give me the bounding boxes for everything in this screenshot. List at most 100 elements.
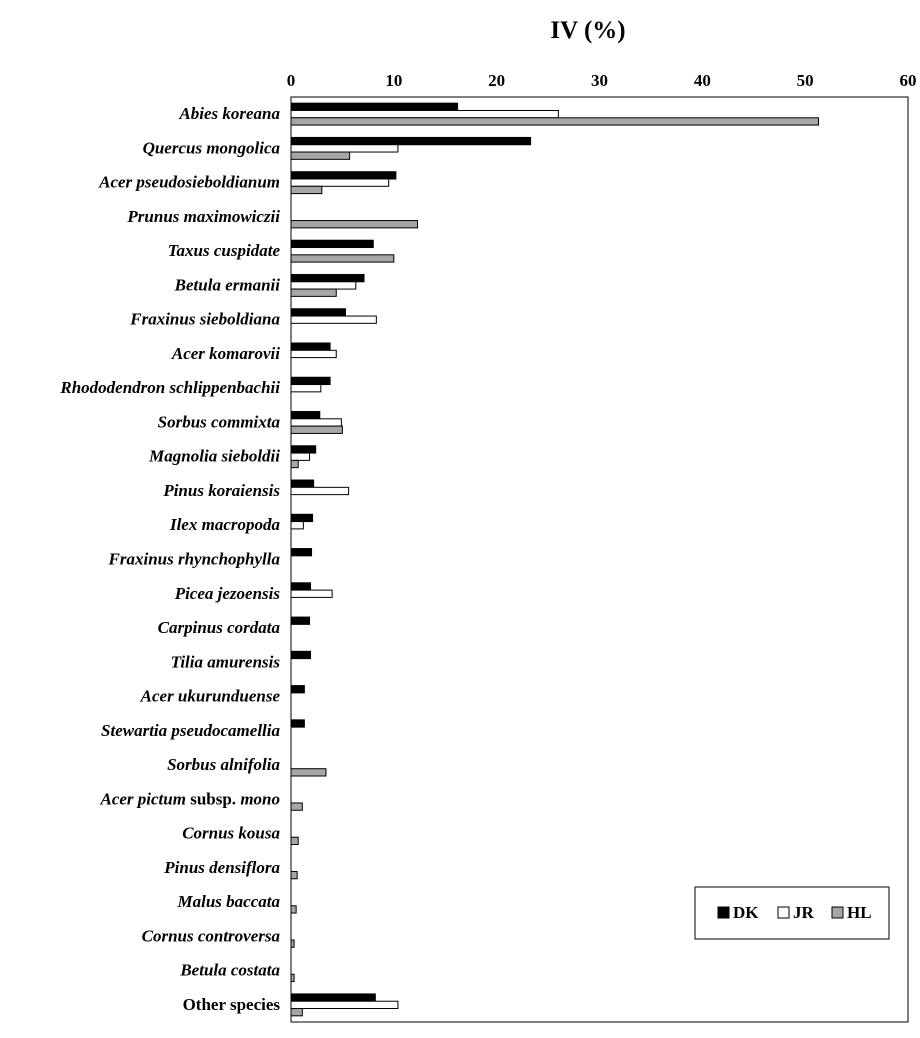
category-label: Sorbus alnifolia <box>167 755 280 774</box>
bar-hl <box>290 939 295 948</box>
category-label: Sorbus commixta <box>158 412 281 431</box>
chart-title: IV (%) <box>550 17 625 44</box>
bar-dk <box>290 411 321 420</box>
bar-dk <box>290 582 312 591</box>
bar-jr <box>290 281 357 290</box>
bar-dk <box>290 308 347 317</box>
bar-dk <box>290 616 311 625</box>
category-name: Magnolia sieboldii <box>148 447 280 466</box>
category-label: Picea jezoensis <box>174 584 281 603</box>
bar-dk <box>290 548 313 557</box>
bar-hl <box>290 836 299 846</box>
bar-jr <box>290 384 322 393</box>
bar-hl <box>290 768 327 777</box>
category-label: Prunus maximowiczii <box>126 207 280 226</box>
legend-label-jr: JR <box>793 903 815 922</box>
bar-jr <box>290 144 399 153</box>
legend: DK JR HL <box>694 886 890 940</box>
category-label: Fraxinus sieboldiana <box>129 310 280 329</box>
bar-jr <box>290 418 342 427</box>
bar-dk <box>290 993 376 1002</box>
category-name: Quercus mongolica <box>143 138 281 157</box>
bar-dk <box>290 445 317 454</box>
category-label: Other species <box>183 995 281 1014</box>
category-label: Stewartia pseudocamellia <box>101 721 280 740</box>
bar-jr <box>290 349 337 359</box>
plot-area <box>290 96 909 1023</box>
x-tick-label: 20 <box>488 71 505 90</box>
category-name: Acer pseudosieboldianum <box>98 173 280 192</box>
category-label: Rhododendron schlippenbachii <box>59 378 280 397</box>
category-suffix-italic: mono <box>240 789 280 808</box>
category-suffix: Other species <box>183 995 281 1014</box>
bar-jr <box>290 109 559 119</box>
category-label: Tilia amurensis <box>171 652 281 671</box>
category-suffix: subsp. <box>186 789 240 808</box>
x-tick-label: 60 <box>900 71 917 90</box>
category-label: Carpinus cordata <box>158 618 281 637</box>
bar-hl <box>290 185 323 195</box>
category-name: Stewartia pseudocamellia <box>101 721 280 740</box>
category-name: Carpinus cordata <box>158 618 281 637</box>
category-label: Cornus controversa <box>142 926 281 945</box>
bar-hl <box>290 220 418 229</box>
category-name: Tilia amurensis <box>171 652 281 671</box>
category-name: Fraxinus sieboldiana <box>129 310 280 329</box>
bar-dk <box>290 376 331 386</box>
category-name: Cornus kousa <box>182 824 280 843</box>
category-name: Rhododendron schlippenbachii <box>59 378 280 397</box>
bar-dk <box>290 513 314 523</box>
category-name: Betula ermanii <box>174 275 281 294</box>
category-name: Fraxinus rhynchophylla <box>108 550 281 569</box>
bar-hl <box>290 905 297 914</box>
bar-hl <box>290 973 295 983</box>
category-label: Acer pseudosieboldianum <box>98 173 280 192</box>
category-name: Ilex macropoda <box>169 515 281 534</box>
bar-jr <box>290 521 304 530</box>
bar-hl <box>290 1008 303 1017</box>
category-label: Quercus mongolica <box>143 138 281 157</box>
bar-dk <box>290 171 397 180</box>
bar-hl <box>290 870 298 880</box>
legend-label-dk: DK <box>733 903 759 922</box>
bar-jr <box>290 452 311 461</box>
bar-dk <box>290 342 331 351</box>
category-label: Betula ermanii <box>174 275 281 294</box>
bar-dk <box>290 479 315 488</box>
legend-swatch-dk <box>717 906 730 919</box>
bar-hl <box>290 288 337 297</box>
bar-jr <box>290 486 350 496</box>
category-label: Fraxinus rhynchophylla <box>108 550 281 569</box>
x-tick-label: 40 <box>694 71 711 90</box>
category-name: Acer pictum <box>99 789 185 808</box>
category-label: Ilex macropoda <box>169 515 281 534</box>
category-name: Acer komarovii <box>171 344 280 363</box>
category-name: Picea jezoensis <box>174 584 281 603</box>
category-name: Acer ukurunduense <box>140 687 281 706</box>
bar-hl <box>290 425 343 434</box>
category-name: Cornus controversa <box>142 926 281 945</box>
category-name: Malus baccata <box>177 892 281 911</box>
x-tick-label: 0 <box>287 71 296 90</box>
category-name: Sorbus commixta <box>158 412 281 431</box>
category-label: Taxus cuspidate <box>168 241 281 260</box>
bar-dk <box>290 719 305 728</box>
category-label: Abies koreana <box>178 104 280 123</box>
category-name: Betula costata <box>179 961 280 980</box>
bar-jr <box>290 589 333 598</box>
category-label: Pinus densiflora <box>163 858 280 877</box>
x-tick-label: 30 <box>591 71 608 90</box>
category-name: Taxus cuspidate <box>168 241 281 260</box>
bar-hl <box>290 117 820 126</box>
category-label: Acer ukurunduense <box>140 687 281 706</box>
category-label: Pinus koraiensis <box>162 481 280 500</box>
bar-hl <box>290 151 351 160</box>
x-tick-label: 10 <box>385 71 402 90</box>
category-label: Malus baccata <box>177 892 281 911</box>
bar-dk <box>290 650 312 660</box>
bar-hl <box>290 459 299 469</box>
bar-jr <box>290 1000 399 1010</box>
category-label: Magnolia sieboldii <box>148 447 280 466</box>
x-tick-label: 50 <box>797 71 814 90</box>
